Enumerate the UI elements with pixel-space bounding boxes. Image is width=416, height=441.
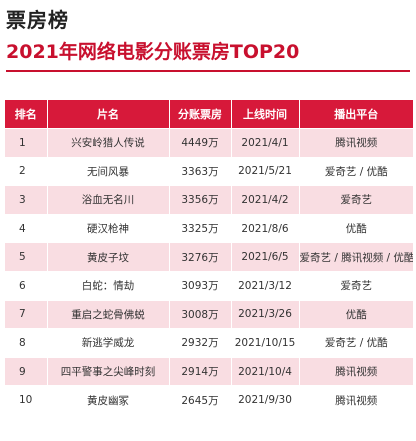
cell-platform: 爱奇艺 — [299, 270, 413, 301]
table-row: 3 浴血无名川 3356万 2021/4/2 爱奇艺 — [5, 185, 413, 215]
cell-release-date: 2021/8/6 — [231, 213, 300, 243]
column-header-rank: 排名 — [5, 100, 48, 129]
cell-film: 黄皮子坟 — [47, 242, 170, 272]
table-row: 4 硬汉枪神 3325万 2021/8/6 优酷 — [5, 213, 413, 243]
table-row: 1 兴安岭猎人传说 4449万 2021/4/1 腾讯视频 — [5, 128, 413, 158]
section-label: 票房榜 — [6, 8, 69, 32]
cell-release-date: 2021/10/15 — [231, 328, 300, 358]
cell-box-office: 3276万 — [169, 242, 232, 272]
cell-film: 四平警事之尖峰时刻 — [47, 356, 170, 386]
cell-rank: 8 — [5, 328, 48, 358]
cell-platform: 优酷 — [299, 299, 413, 329]
cell-box-office: 4449万 — [169, 128, 232, 158]
cell-rank: 6 — [5, 270, 48, 301]
cell-platform: 爱奇艺 / 腾讯视频 / 优酷 — [299, 242, 413, 272]
table-row: 2 无间风暴 3363万 2021/5/21 爱奇艺 / 优酷 — [5, 156, 413, 186]
cell-platform: 腾讯视频 — [299, 356, 413, 386]
cell-release-date: 2021/10/4 — [231, 356, 300, 386]
table-header-row: 排名 片名 分账票房 上线时间 播出平台 — [5, 100, 413, 129]
cell-rank: 5 — [5, 242, 48, 272]
cell-rank: 10 — [5, 385, 48, 414]
cell-film: 无间风暴 — [47, 156, 170, 186]
cell-film: 新逃学威龙 — [47, 328, 170, 358]
cell-platform: 腾讯视频 — [299, 385, 413, 414]
cell-platform: 优酷 — [299, 213, 413, 243]
table-row: 8 新逃学威龙 2932万 2021/10/15 爱奇艺 / 优酷 — [5, 328, 413, 358]
cell-platform: 爱奇艺 — [299, 185, 413, 215]
column-header-platform: 播出平台 — [299, 100, 413, 129]
table-row: 7 重启之蛇骨佛蜕 3008万 2021/3/26 优酷 — [5, 299, 413, 329]
cell-release-date: 2021/4/2 — [231, 185, 300, 215]
cell-rank: 2 — [5, 156, 48, 186]
cell-release-date: 2021/9/30 — [231, 385, 300, 414]
title-divider — [6, 70, 410, 72]
cell-film: 重启之蛇骨佛蜕 — [47, 299, 170, 329]
cell-film: 浴血无名川 — [47, 185, 170, 215]
page-title: 2021年网络电影分账票房TOP20 — [6, 41, 300, 63]
cell-box-office: 3325万 — [169, 213, 232, 243]
column-header-film: 片名 — [47, 100, 170, 129]
table-row: 5 黄皮子坟 3276万 2021/6/5 爱奇艺 / 腾讯视频 / 优酷 — [5, 242, 413, 272]
cell-platform: 爱奇艺 / 优酷 — [299, 156, 413, 186]
cell-release-date: 2021/6/5 — [231, 242, 300, 272]
cell-rank: 3 — [5, 185, 48, 215]
table-row: 6 白蛇：情劫 3093万 2021/3/12 爱奇艺 — [5, 270, 413, 301]
cell-film: 黄皮幽冢 — [47, 385, 170, 414]
cell-box-office: 3093万 — [169, 270, 232, 301]
column-header-box-office: 分账票房 — [169, 100, 232, 129]
cell-release-date: 2021/5/21 — [231, 156, 300, 186]
cell-box-office: 3356万 — [169, 185, 232, 215]
cell-release-date: 2021/3/26 — [231, 299, 300, 329]
cell-box-office: 2932万 — [169, 328, 232, 358]
cell-box-office: 2645万 — [169, 385, 232, 414]
cell-rank: 7 — [5, 299, 48, 329]
cell-platform: 腾讯视频 — [299, 128, 413, 158]
cell-film: 白蛇：情劫 — [47, 270, 170, 301]
cell-film: 硬汉枪神 — [47, 213, 170, 243]
table-row: 10 黄皮幽冢 2645万 2021/9/30 腾讯视频 — [5, 385, 413, 414]
box-office-table: 排名 片名 分账票房 上线时间 播出平台 1 兴安岭猎人传说 4449万 202… — [5, 100, 413, 414]
cell-platform: 爱奇艺 / 优酷 — [299, 328, 413, 358]
cell-rank: 1 — [5, 128, 48, 158]
table-row: 9 四平警事之尖峰时刻 2914万 2021/10/4 腾讯视频 — [5, 356, 413, 386]
cell-box-office: 2914万 — [169, 356, 232, 386]
column-header-release-date: 上线时间 — [231, 100, 300, 129]
cell-film: 兴安岭猎人传说 — [47, 128, 170, 158]
cell-rank: 4 — [5, 213, 48, 243]
cell-box-office: 3363万 — [169, 156, 232, 186]
cell-release-date: 2021/4/1 — [231, 128, 300, 158]
cell-release-date: 2021/3/12 — [231, 270, 300, 301]
cell-rank: 9 — [5, 356, 48, 386]
cell-box-office: 3008万 — [169, 299, 232, 329]
